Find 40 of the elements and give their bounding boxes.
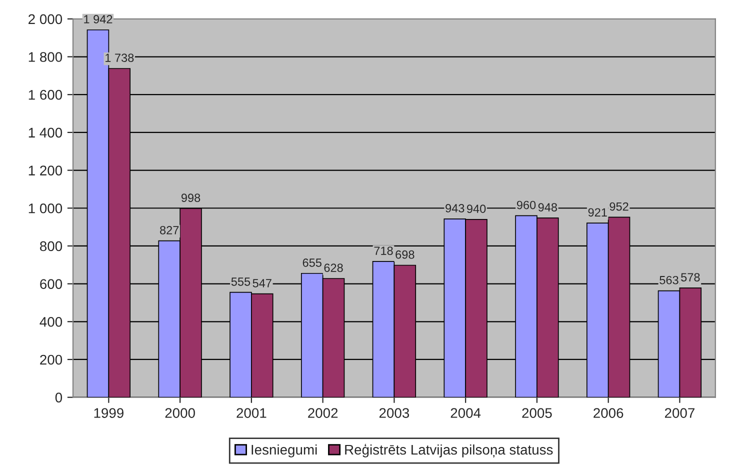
data-label: 628 <box>324 264 343 272</box>
y-tick-label: 1 600 <box>28 90 62 100</box>
x-tick-label: 1999 <box>94 408 124 418</box>
data-label: 555 <box>231 278 250 286</box>
legend-label: Reģistrēts Latvijas pilsoņa statuss <box>345 444 553 458</box>
data-label: 718 <box>374 246 393 255</box>
data-label: 578 <box>681 273 700 282</box>
data-label: 827 <box>160 226 179 234</box>
data-label: 948 <box>538 203 557 212</box>
x-tick-label: 2001 <box>236 408 266 418</box>
y-tick-label: 1 400 <box>28 128 62 138</box>
data-label: 1 738 <box>106 54 134 62</box>
y-tick-label: 600 <box>40 279 62 289</box>
y-tick-label: 1 000 <box>28 203 62 214</box>
data-label: 655 <box>302 258 322 267</box>
legend-label: Iesniegumi <box>252 444 317 458</box>
y-tick-label: 0 <box>55 392 62 402</box>
y-tick-label: 2 000 <box>28 14 62 24</box>
data-label: 698 <box>396 250 414 259</box>
data-label: 952 <box>610 202 628 211</box>
data-label: 921 <box>588 208 607 217</box>
data-label: 563 <box>660 276 678 284</box>
data-label: 1 942 <box>84 15 112 24</box>
y-tick-label: 800 <box>40 241 62 252</box>
x-tick-label: 2006 <box>594 408 624 418</box>
x-tick-label: 2003 <box>379 408 410 418</box>
data-label: 943 <box>446 204 464 212</box>
x-tick-label: 2000 <box>165 408 195 418</box>
data-label: 960 <box>516 200 536 210</box>
y-tick-label: 1 800 <box>28 52 62 62</box>
y-tick-label: 1 200 <box>28 166 62 176</box>
x-tick-label: 2005 <box>522 408 552 418</box>
data-label: 547 <box>252 279 272 288</box>
x-tick-label: 2002 <box>308 408 338 418</box>
x-tick-label: 2004 <box>450 408 481 418</box>
y-tick-label: 200 <box>40 354 62 365</box>
y-tick-label: 400 <box>40 316 62 327</box>
data-label: 940 <box>466 204 486 213</box>
x-tick-label: 2007 <box>664 408 694 418</box>
data-label: 998 <box>181 194 200 202</box>
